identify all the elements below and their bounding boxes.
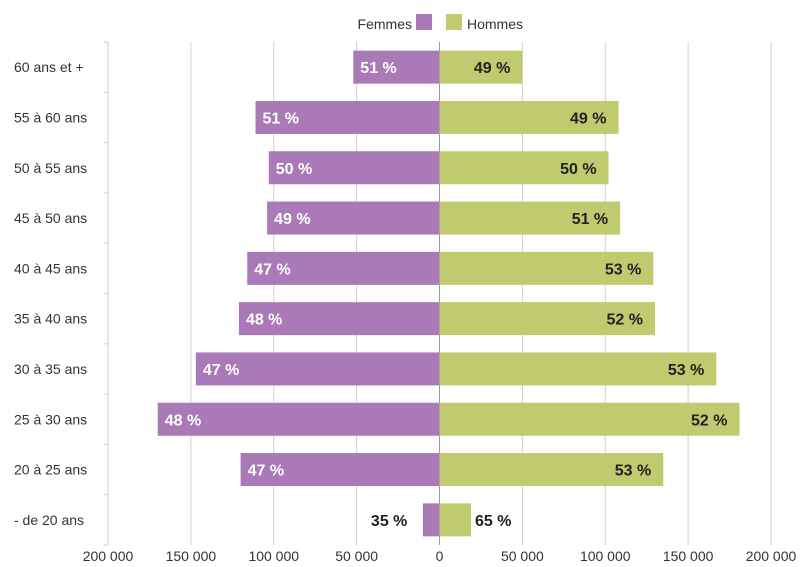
x-tick-label: 100 000 — [580, 548, 631, 564]
legend-swatch-hommes — [446, 14, 462, 30]
bar-hommes — [439, 453, 664, 487]
bar-hommes — [439, 50, 523, 84]
data-label-hommes: 50 % — [560, 161, 596, 178]
x-tick-label: 50 000 — [335, 548, 378, 564]
bar-femmes — [353, 50, 440, 84]
bar-femmes — [240, 453, 440, 487]
x-tick-label: 150 000 — [166, 548, 217, 564]
data-label-femmes: 50 % — [276, 161, 312, 178]
legend-label-hommes: Hommes — [467, 16, 523, 32]
x-tick-labels: 200 000 150 000 100 000 50 000 0 50 000 100 00… — [83, 548, 797, 564]
data-label-femmes: 35 % — [371, 513, 407, 530]
legend-label-femmes: Femmes — [358, 16, 412, 32]
category-label: 20 à 25 ans — [14, 462, 87, 478]
bar-femmes — [267, 201, 440, 235]
bar-femmes — [268, 151, 440, 185]
category-label: 55 à 60 ans — [14, 109, 87, 125]
category-labels: 60 ans et + 55 à 60 ans 50 à 55 ans 45 à 50… — [14, 59, 87, 528]
bar-hommes — [439, 302, 655, 336]
data-label-hommes: 51 % — [572, 211, 608, 228]
bar-hommes — [439, 151, 609, 185]
bar-hommes — [439, 251, 654, 285]
data-label-hommes: 53 % — [615, 463, 651, 480]
bar-femmes — [238, 302, 440, 336]
data-label-hommes: 65 % — [475, 513, 511, 530]
data-label-femmes: 47 % — [248, 463, 284, 480]
bar-hommes — [439, 503, 471, 537]
bar-femmes — [247, 251, 440, 285]
bar-femmes — [255, 100, 440, 134]
bar-hommes — [439, 201, 621, 235]
data-label-hommes: 52 % — [607, 312, 643, 329]
category-label: 25 à 30 ans — [14, 411, 87, 427]
data-label-femmes: 48 % — [165, 412, 201, 429]
category-label: 40 à 45 ans — [14, 260, 87, 276]
data-label-hommes: 49 % — [474, 60, 510, 77]
x-tick-label: 200 000 — [83, 548, 134, 564]
category-label: 30 à 35 ans — [14, 361, 87, 377]
data-label-femmes: 47 % — [254, 261, 290, 278]
category-label: 50 à 55 ans — [14, 160, 87, 176]
x-tick-label: 100 000 — [248, 548, 299, 564]
bar-femmes — [195, 352, 440, 386]
data-label-femmes: 48 % — [246, 312, 282, 329]
data-label-femmes: 47 % — [203, 362, 239, 379]
category-label: 45 à 50 ans — [14, 210, 87, 226]
legend: Femmes Hommes — [358, 14, 523, 32]
category-label: - de 20 ans — [14, 512, 84, 528]
data-label-hommes: 53 % — [605, 261, 641, 278]
data-label-femmes: 49 % — [274, 211, 310, 228]
x-tick-label: 200 000 — [746, 548, 797, 564]
data-label-hommes: 49 % — [570, 110, 606, 127]
x-tick-label: 50 000 — [501, 548, 544, 564]
data-label-hommes: 52 % — [691, 412, 727, 429]
bar-femmes — [157, 402, 440, 436]
bar-labels: 51 % 49 % 51 % 49 % 50 % 50 % 49 % 51 % 47 % 53 %… — [165, 60, 728, 530]
data-label-femmes: 51 % — [360, 60, 396, 77]
x-tick-label: 150 000 — [663, 548, 714, 564]
x-tick-label: 0 — [436, 548, 444, 564]
category-label: 35 à 40 ans — [14, 311, 87, 327]
category-label: 60 ans et + — [14, 59, 84, 75]
data-label-hommes: 53 % — [668, 362, 704, 379]
bar-hommes — [439, 352, 717, 386]
bar-hommes — [439, 100, 619, 134]
legend-swatch-femmes — [416, 14, 432, 30]
bar-femmes — [422, 503, 440, 537]
bars — [157, 50, 740, 537]
bar-hommes — [439, 402, 740, 436]
data-label-femmes: 51 % — [263, 110, 299, 127]
